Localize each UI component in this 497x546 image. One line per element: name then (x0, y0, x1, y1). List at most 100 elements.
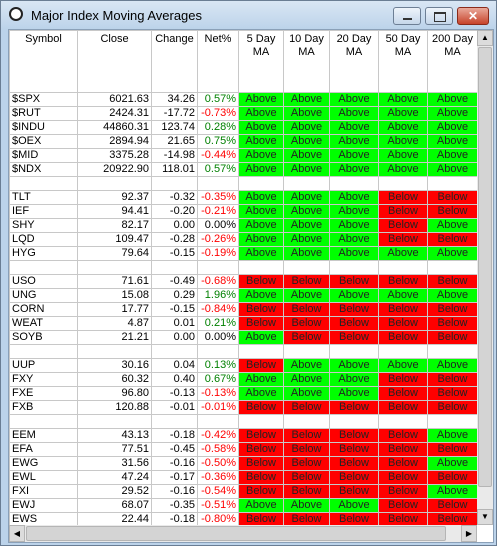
column-header: Net% (197, 30, 239, 93)
maximize-button[interactable] (425, 7, 453, 25)
ma-status-cell: Above (238, 148, 284, 163)
data-row: SOYB 21.21 0.00 0.00% Above Below Below Below Be… (9, 330, 477, 345)
header-text: Close (100, 33, 129, 45)
data-row: FXI 29.52 -0.16 -0.54% Below Below Below Below A… (9, 484, 477, 499)
header-text: MA (298, 46, 315, 58)
scroll-thumb[interactable] (478, 47, 492, 487)
ma-status-cell: Below (238, 358, 284, 373)
change-cell: -14.98 (151, 148, 198, 163)
change-cell: 118.01 (151, 162, 198, 177)
ma-status-cell: Above (427, 148, 477, 163)
title-bar: Major Index Moving Averages ✕ (1, 1, 496, 29)
net-percent-cell: -0.84% (197, 302, 239, 317)
ma-status-cell: Below (238, 512, 284, 525)
data-row: SHY 82.17 0.00 0.00% Above Above Above Below Abo… (9, 218, 477, 233)
scroll-right-button[interactable]: ▶ (461, 525, 477, 542)
ma-status-cell: Below (378, 386, 428, 401)
symbol-cell: FXI (9, 484, 78, 499)
net-percent-cell: 0.00% (197, 218, 239, 233)
ma-status-cell: Below (427, 316, 477, 331)
empty-cell (197, 414, 239, 429)
empty-cell (329, 344, 379, 359)
symbol-cell: EWJ (9, 498, 78, 513)
empty-cell (378, 344, 428, 359)
ma-status-cell: Above (329, 148, 379, 163)
change-cell: 123.74 (151, 120, 198, 135)
data-row: EWS 22.44 -0.18 -0.80% Below Below Below Below B… (9, 512, 477, 525)
ma-status-cell: Below (378, 232, 428, 247)
minimize-button[interactable] (393, 7, 421, 25)
data-row: EEM 43.13 -0.18 -0.42% Below Below Below Below A… (9, 428, 477, 443)
scroll-up-button[interactable]: ▲ (477, 30, 493, 46)
symbol-cell: SHY (9, 218, 78, 233)
column-header: 200 Day MA (427, 30, 477, 93)
scroll-down-button[interactable]: ▼ (477, 509, 493, 525)
ma-status-cell: Above (329, 134, 379, 149)
close-cell: 22.44 (77, 512, 152, 525)
ma-status-cell: Above (427, 484, 477, 499)
ma-status-cell: Above (238, 246, 284, 261)
header-text: 5 Day (246, 33, 276, 45)
change-cell: -0.13 (151, 386, 198, 401)
empty-cell (283, 260, 330, 275)
ma-status-cell: Above (378, 148, 428, 163)
scroll-left-button[interactable]: ◀ (9, 525, 25, 542)
ma-status-cell: Below (427, 498, 477, 513)
horizontal-scrollbar[interactable]: ◀ ▶ (9, 525, 477, 542)
ma-status-cell: Above (427, 428, 477, 443)
symbol-cell: HYG (9, 246, 78, 261)
close-cell: 6021.63 (77, 92, 152, 107)
close-cell: 31.56 (77, 456, 152, 471)
symbol-cell: FXE (9, 386, 78, 401)
column-header: 10 Day MA (283, 30, 330, 93)
data-row: EWG 31.56 -0.16 -0.50% Below Below Below Below A… (9, 456, 477, 471)
ma-status-cell: Below (427, 400, 477, 415)
close-cell: 109.47 (77, 232, 152, 247)
close-button[interactable]: ✕ (457, 7, 489, 25)
ma-status-cell: Below (283, 330, 330, 345)
window-title: Major Index Moving Averages (31, 8, 203, 23)
separator-row (9, 414, 477, 429)
ma-status-cell: Below (378, 274, 428, 289)
change-cell: -17.72 (151, 106, 198, 121)
ma-status-cell: Below (283, 274, 330, 289)
symbol-cell: UUP (9, 358, 78, 373)
ma-status-cell: Below (283, 442, 330, 457)
empty-cell (197, 260, 239, 275)
scroll-thumb[interactable] (26, 526, 446, 541)
symbol-cell: $RUT (9, 106, 78, 121)
ma-status-cell: Below (427, 512, 477, 525)
ma-status-cell: Above (329, 204, 379, 219)
data-row: HYG 79.64 -0.15 -0.19% Above Above Above Above A… (9, 246, 477, 261)
empty-cell (151, 344, 198, 359)
change-cell: 21.65 (151, 134, 198, 149)
change-cell: -0.15 (151, 302, 198, 317)
change-cell: -0.20 (151, 204, 198, 219)
vertical-scrollbar[interactable]: ▲ ▼ (477, 30, 493, 525)
ma-status-cell: Above (329, 358, 379, 373)
close-cell: 20922.90 (77, 162, 152, 177)
close-cell: 79.64 (77, 246, 152, 261)
ma-status-cell: Below (238, 456, 284, 471)
ma-status-cell: Above (329, 190, 379, 205)
ma-status-cell: Below (378, 484, 428, 499)
ma-status-cell: Above (427, 106, 477, 121)
change-cell: -0.45 (151, 442, 198, 457)
close-cell: 68.07 (77, 498, 152, 513)
empty-cell (9, 344, 78, 359)
ma-status-cell: Above (329, 288, 379, 303)
symbol-cell: TLT (9, 190, 78, 205)
net-percent-cell: -0.44% (197, 148, 239, 163)
close-cell: 4.87 (77, 316, 152, 331)
symbol-cell: SOYB (9, 330, 78, 345)
ma-status-cell: Below (427, 386, 477, 401)
symbol-cell: FXB (9, 400, 78, 415)
change-cell: 0.00 (151, 330, 198, 345)
net-percent-cell: 0.57% (197, 162, 239, 177)
ma-status-cell: Above (329, 218, 379, 233)
net-percent-cell: -0.80% (197, 512, 239, 525)
symbol-cell: $INDU (9, 120, 78, 135)
empty-cell (197, 176, 239, 191)
ma-status-cell: Above (427, 358, 477, 373)
